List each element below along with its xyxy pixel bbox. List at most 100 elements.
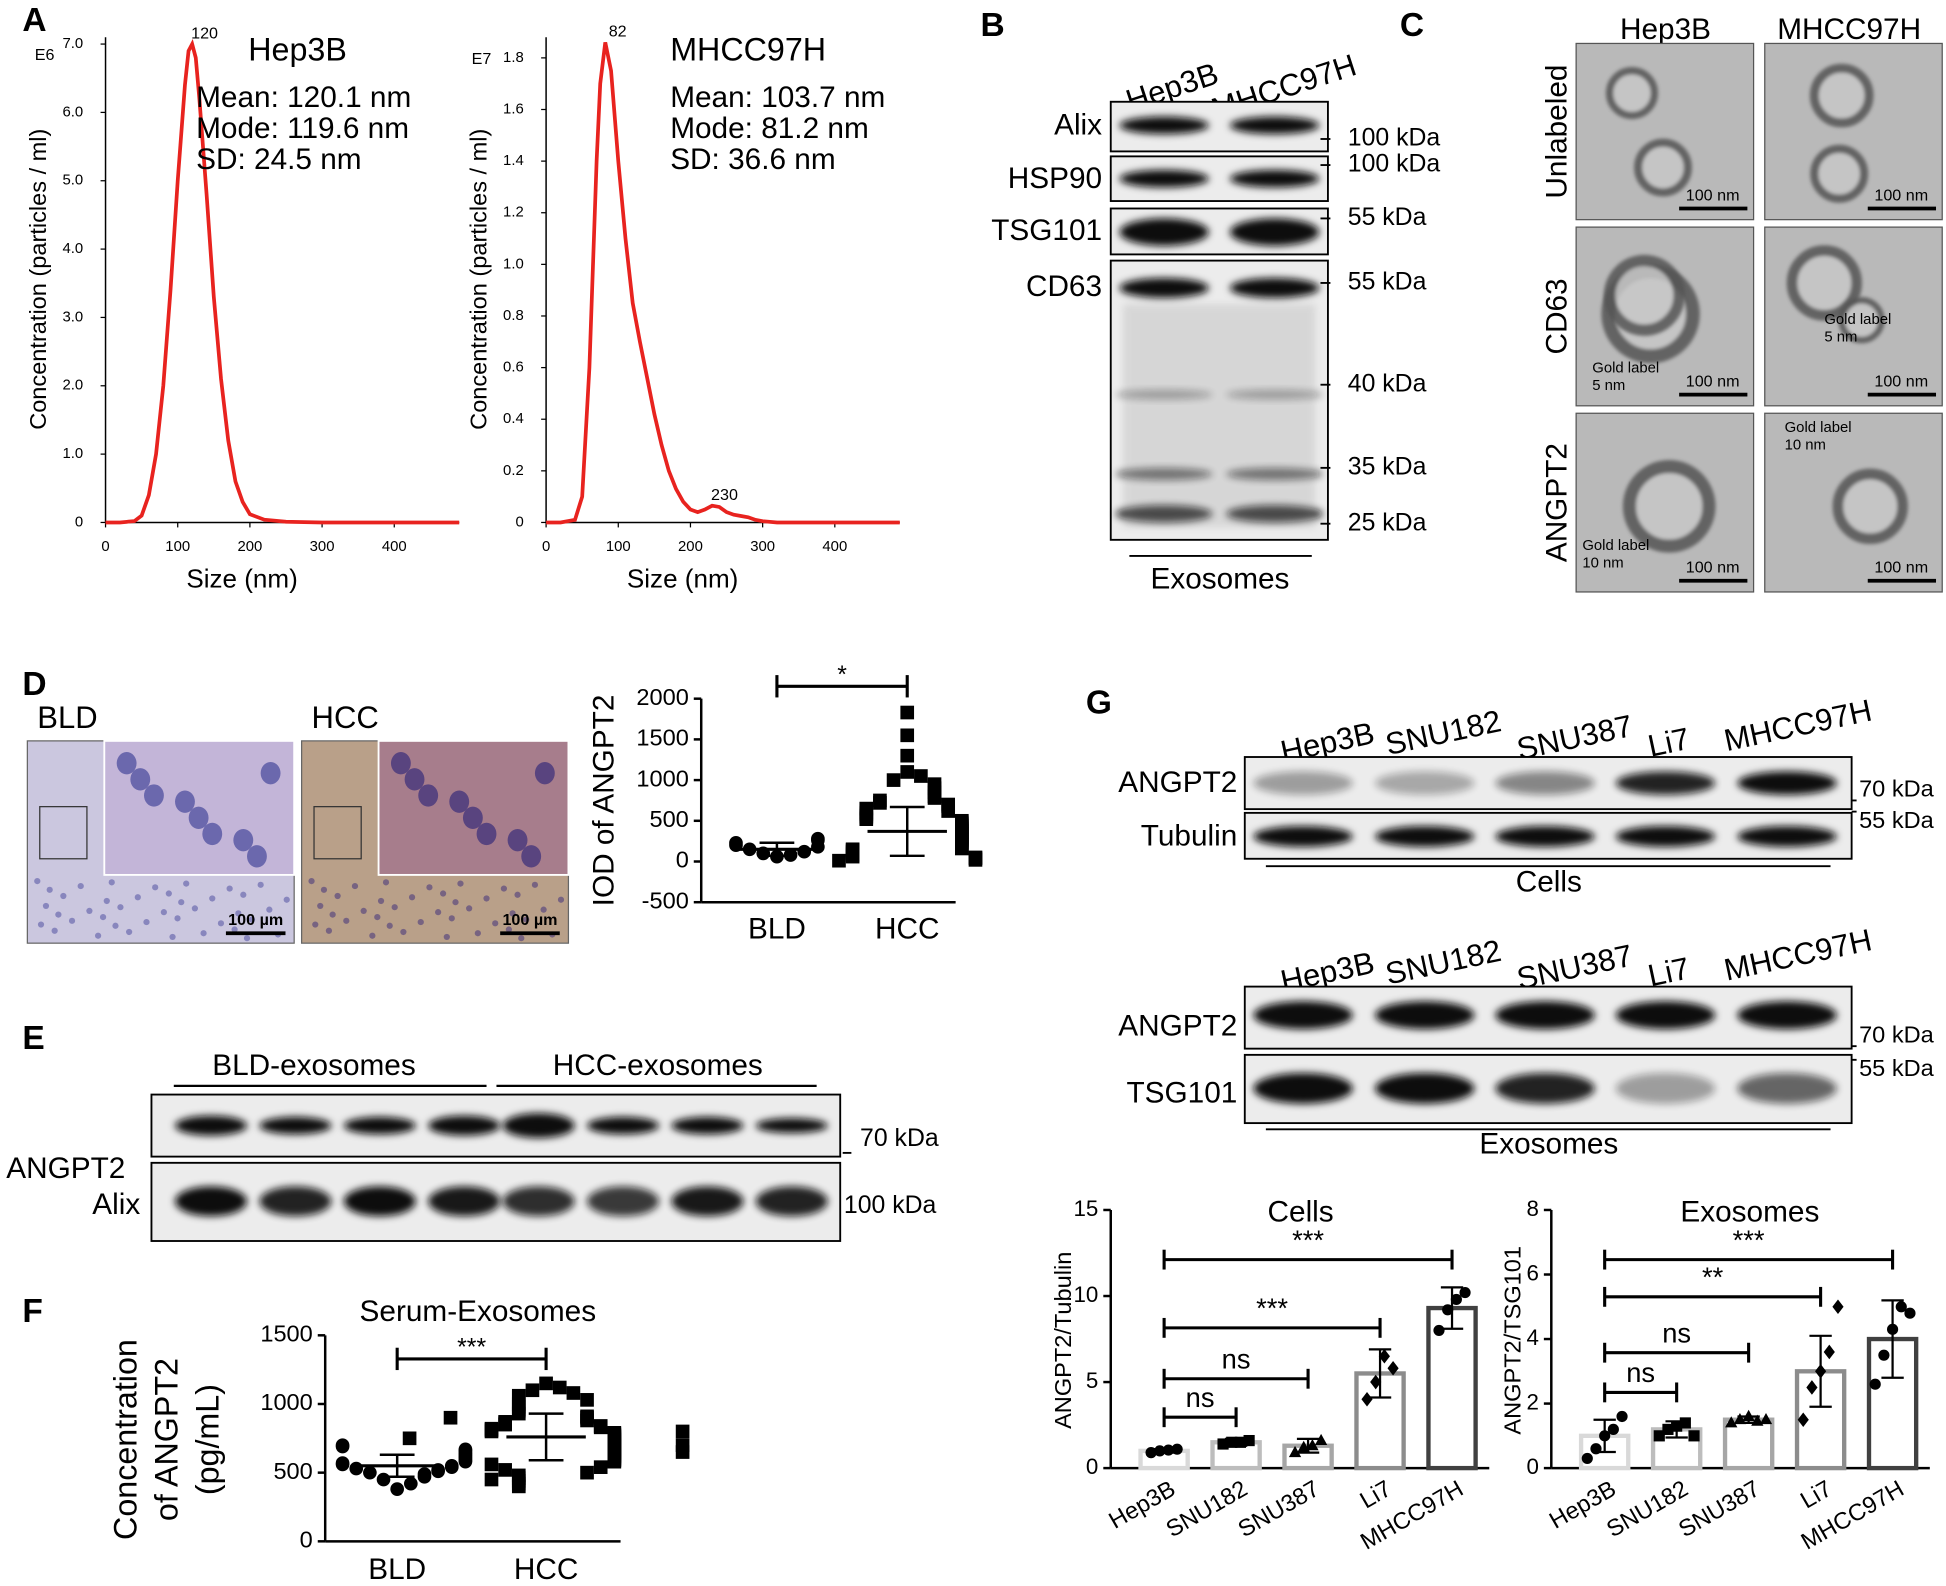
y-tick-label: 4: [1526, 1325, 1538, 1350]
nucleus: [514, 891, 521, 898]
nucleus: [116, 752, 137, 775]
blot-band: [1229, 218, 1320, 246]
size-marker: 100 kDa: [1348, 125, 1441, 152]
data-point: [1297, 1440, 1310, 1452]
blot-band: [1495, 1001, 1595, 1030]
band-label: TSG101: [991, 214, 1102, 247]
data-point: [859, 812, 874, 826]
nucleus: [382, 879, 390, 886]
size-marker: 35 kDa: [1348, 453, 1427, 480]
nucleus: [312, 921, 319, 928]
nucleus: [260, 761, 281, 785]
data-point: [1759, 1413, 1773, 1425]
row-label: Unlabeled: [1541, 65, 1574, 199]
blot-smear: [1123, 304, 1316, 528]
gold-label: Gold label: [1592, 361, 1659, 377]
y-tick-label: -500: [642, 887, 689, 913]
blot-band: [343, 1186, 416, 1217]
nucleus: [386, 922, 393, 929]
blot-band: [587, 1186, 660, 1217]
nucleus: [235, 910, 242, 917]
y-tick-label: 10: [1073, 1282, 1098, 1307]
column-label: Hep3B: [1620, 13, 1711, 46]
nucleus: [507, 828, 528, 852]
data-point: [525, 1383, 540, 1398]
nucleus: [534, 761, 555, 785]
data-point: [402, 1431, 417, 1446]
annotation: Mean: 103.7 nm: [670, 81, 885, 114]
blot-band: [1615, 826, 1716, 847]
nucleus: [160, 909, 167, 916]
data-point: [1590, 1443, 1602, 1455]
group-label: BLD-exosomes: [212, 1049, 415, 1082]
y-tick-label: 15: [1073, 1196, 1098, 1221]
y-tick-label: 0: [1086, 1454, 1098, 1479]
data-point: [566, 1386, 581, 1400]
data-point: [1581, 1452, 1593, 1465]
data-point: [1361, 1392, 1373, 1407]
scale-bar-label: 100 µm: [228, 911, 283, 929]
image-label: BLD: [37, 700, 97, 735]
y-tick-label: 8: [1526, 1196, 1538, 1221]
vesicle: [1809, 63, 1874, 128]
x-tick-label: 0: [101, 539, 109, 555]
nucleus: [283, 896, 290, 903]
nucleus: [391, 904, 398, 911]
data-point: [1243, 1434, 1255, 1447]
nucleus: [226, 885, 233, 892]
y-tick-label: 2000: [636, 684, 688, 710]
data-point: [1442, 1304, 1454, 1316]
nucleus: [374, 913, 381, 921]
data-point: [1904, 1307, 1916, 1319]
gold-label: 10 nm: [1582, 555, 1623, 571]
nucleus: [68, 917, 76, 924]
data-point: [511, 1406, 526, 1421]
blot-band: [502, 1186, 575, 1217]
data-point: [675, 1445, 690, 1459]
blot-band: [1119, 277, 1209, 298]
nucleus: [247, 845, 267, 868]
data-point: [1742, 1409, 1755, 1421]
data-point: [1607, 1423, 1619, 1435]
nucleus: [143, 918, 150, 926]
size-marker: 55 kDa: [1348, 269, 1427, 296]
data-point: [1823, 1344, 1835, 1360]
nucleus: [233, 828, 254, 852]
blot-band: [1615, 1001, 1716, 1030]
y-axis-label: (pg/mL): [189, 1384, 225, 1495]
y-axis-label: ANGPT2/TSG101: [1499, 1246, 1525, 1435]
nucleus: [231, 926, 238, 933]
data-point: [580, 1413, 594, 1428]
panel-label: B: [980, 7, 1004, 44]
nucleus: [169, 933, 176, 941]
x-tick-label: BLD: [748, 913, 806, 946]
nucleus: [500, 885, 508, 892]
lane-label: SNU182: [1382, 703, 1504, 762]
x-tick-label: 200: [237, 539, 262, 555]
blot-band: [259, 1116, 332, 1135]
nucleus: [320, 886, 328, 893]
nucleus: [351, 882, 359, 890]
nucleus: [377, 897, 385, 905]
row-label: CD63: [1541, 278, 1574, 354]
data-point: [1459, 1286, 1471, 1299]
scale-bar-label: 100 nm: [1874, 559, 1928, 577]
scale-bar-label: 100 µm: [502, 911, 557, 929]
y-axis-label: Concentration (particles / ml): [466, 129, 492, 430]
gold-label: Gold label: [1785, 420, 1852, 436]
significance: ns: [1222, 1344, 1251, 1375]
size-marker: 55 kDa: [1859, 1055, 1935, 1081]
data-point: [1679, 1417, 1691, 1429]
data-point: [498, 1417, 512, 1432]
y-tick-label: 1500: [636, 725, 688, 751]
column-label: MHCC97H: [1777, 13, 1921, 46]
data-point: [1450, 1293, 1462, 1306]
nucleus: [200, 930, 207, 937]
size-marker: 70 kDa: [1859, 776, 1935, 802]
data-point: [900, 748, 915, 763]
data-point: [1878, 1349, 1890, 1361]
annotation: Mode: 81.2 nm: [670, 112, 869, 145]
size-distribution-line: [546, 42, 900, 525]
blot-band: [1737, 1001, 1837, 1030]
nucleus: [308, 878, 315, 885]
